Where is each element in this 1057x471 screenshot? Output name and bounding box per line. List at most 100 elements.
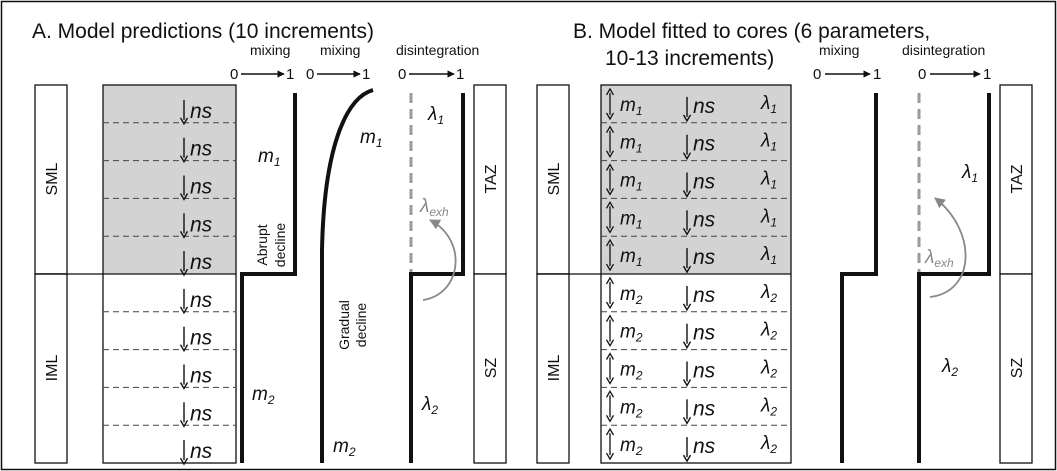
panel-a-axis-gradual: 0 1 [306, 66, 370, 83]
taz-zone-label: TAZ [1009, 164, 1026, 193]
panel-a-lambda1-label: λ1 [427, 104, 444, 127]
ns-label: ns [693, 133, 716, 156]
abrupt-decline-line2: decline [272, 223, 288, 268]
sml-zone-box [536, 84, 570, 275]
abrupt-decline-line1: Abrupt [254, 224, 270, 265]
panel-a-increments: ns ns ns ns ns ns ns ns ns ns [103, 99, 236, 466]
sml-shading [601, 85, 791, 274]
panel-a-m2-label: m2 [252, 384, 275, 407]
axis-zero: 0 [918, 66, 926, 83]
ns-label: ns [190, 176, 213, 199]
panel-b-lambda-label: λ1 [760, 93, 777, 116]
mixing-arrowhead-up [605, 125, 615, 134]
taz-zone-box [473, 84, 507, 275]
panel-b-lambda-label: λ1 [760, 169, 777, 192]
panel-b-lambda-label: λ1 [760, 244, 777, 267]
ns-label: ns [190, 138, 213, 161]
panel-b-m-label: m2 [620, 322, 643, 345]
mixing-arrowhead-up [605, 163, 615, 171]
panel-b-lambda-exh-label: λexh [924, 247, 954, 270]
sz-zone-label: SZ [483, 358, 500, 379]
panel-b-lambda-label: λ1 [760, 131, 777, 154]
panel-b-m-label: m1 [620, 246, 643, 269]
panel-a-m1-label: m1 [258, 146, 281, 169]
ns-label: ns [190, 100, 213, 123]
mixing-arrowhead-down [605, 112, 615, 121]
mixing-arrowhead-down [605, 225, 615, 234]
settling-arrowhead [179, 457, 189, 466]
panel-b-mixing-label: mixing [819, 42, 859, 58]
taz-zone-label: TAZ [483, 164, 500, 193]
sml-zone-label: SML [44, 162, 61, 195]
panel-b-lambda-label: λ2 [760, 358, 777, 381]
panel-a-lambda2-label: λ2 [421, 394, 438, 417]
axis-zero: 0 [813, 66, 821, 83]
settling-arrowhead [682, 265, 692, 274]
ns-label: ns [190, 402, 213, 425]
mixing-arrowhead-up [605, 201, 615, 209]
settling-arrowhead [179, 344, 189, 353]
panel-b-lambda-label: λ1 [760, 206, 777, 229]
sz-zone-label: SZ [1009, 358, 1026, 379]
panel-b-lambda-label: λ2 [760, 320, 777, 343]
ns-label: ns [693, 208, 716, 231]
settling-arrowhead [179, 419, 189, 428]
mixing-arrowhead-down [605, 414, 615, 423]
axis-zero: 0 [230, 66, 238, 83]
mixing-arrowhead-up [605, 238, 615, 247]
mixing-arrowhead-up [605, 314, 615, 323]
axis-one: 1 [286, 66, 294, 83]
panel-a-m2-gradual-label: m2 [333, 436, 356, 459]
settling-arrowhead [179, 117, 189, 126]
ns-label: ns [693, 360, 716, 383]
abrupt-decline-profile [240, 93, 297, 463]
panel-a-title: A. Model predictions (10 increments) [32, 20, 374, 43]
panel-a-axis-abrupt: 0 1 [230, 66, 294, 83]
ns-label: ns [190, 327, 213, 350]
mixing-arrowhead-up [605, 352, 615, 360]
mixing-arrowhead-down [605, 452, 615, 461]
mixing-arrowhead-down [605, 339, 615, 347]
ns-label: ns [693, 95, 716, 118]
axis-zero: 0 [306, 66, 314, 83]
panel-b-lambda1-label: λ1 [961, 162, 978, 185]
settling-arrowhead [179, 306, 189, 315]
sz-zone-box [473, 273, 507, 464]
panel-b-disintegration-label: disintegration [902, 42, 985, 58]
panel-b-m-label: m2 [620, 284, 643, 307]
panel-b-mixing-profile [840, 93, 878, 463]
panel-a: A. Model predictions (10 increments) mix… [32, 20, 507, 466]
panel-a-axis-disintegration: 0 1 [398, 66, 464, 83]
settling-arrowhead [179, 230, 189, 239]
panel-a-m1-gradual-label: m1 [360, 127, 383, 150]
panel-b: B. Model fitted to cores (6 parameters, … [536, 20, 1033, 464]
settling-arrowhead [682, 454, 692, 463]
axis-one: 1 [873, 66, 881, 83]
panel-b-lambda-label: λ2 [760, 282, 777, 305]
mixing-arrowhead-down [605, 377, 615, 385]
mixing-arrowhead-down [605, 263, 615, 272]
mixing-arrowhead-up [605, 390, 615, 398]
axis-one: 1 [456, 66, 464, 83]
mixing-arrowhead-down [605, 301, 615, 310]
panel-b-increments: m1 ns λ1 m1 ns λ1 m1 ns λ1 m1 ns λ1 m1 ns λ1 m2 ns λ2 m2 ns… [601, 87, 791, 463]
sml-zone-box [34, 84, 68, 275]
panel-b-lambda-label: λ2 [760, 395, 777, 418]
panel-b-m-label: m2 [620, 397, 643, 420]
panel-b-lambda-label: λ2 [760, 433, 777, 456]
axis-one: 1 [362, 66, 370, 83]
ns-label: ns [693, 246, 716, 269]
mixing-arrowhead-up [605, 427, 615, 436]
settling-arrowhead [682, 303, 692, 312]
settling-arrowhead [682, 341, 692, 350]
mixing-arrowhead-up [605, 87, 615, 96]
ns-label: ns [190, 289, 213, 312]
panel-b-m-label: m1 [620, 171, 643, 194]
mixing-arrowhead-down [605, 188, 615, 196]
panel-b-m-label: m1 [620, 95, 643, 118]
ns-label: ns [693, 284, 716, 307]
iml-zone-label: IML [546, 355, 563, 382]
ns-label: ns [693, 397, 716, 420]
panel-b-axis-disintegration: 0 1 [918, 66, 991, 83]
